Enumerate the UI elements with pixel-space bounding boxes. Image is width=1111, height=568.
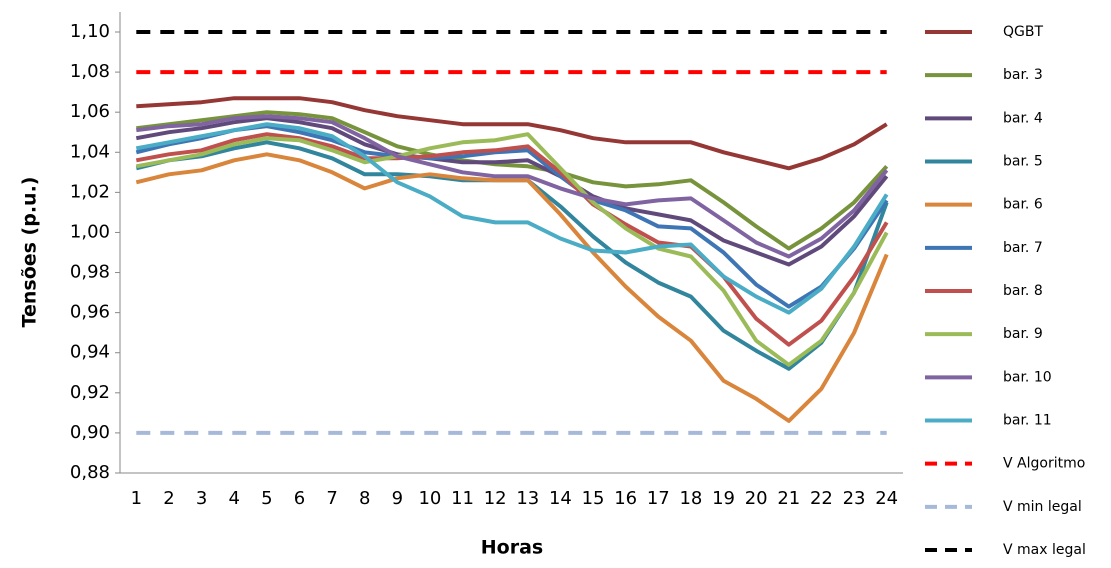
- series-line: [136, 110, 889, 251]
- series-line: [135, 122, 889, 315]
- y-tick-label: 1,00: [70, 221, 110, 242]
- x-tick-label: 3: [196, 488, 207, 509]
- x-tick-label: 9: [392, 488, 403, 509]
- x-tick-label: 23: [843, 488, 866, 509]
- y-axis-title: Tensões (p.u.): [19, 177, 41, 328]
- x-tick-label: 2: [163, 488, 174, 509]
- legend-label: QGBT: [1003, 24, 1043, 40]
- y-tick-label: 0,88: [70, 462, 110, 483]
- series-line: [135, 132, 889, 347]
- y-tick-label: 1,06: [70, 101, 110, 122]
- legend-label: V Algoritmo: [1003, 456, 1085, 472]
- x-tick-label: 11: [451, 488, 474, 509]
- legend-label: bar. 8: [1003, 283, 1043, 299]
- y-tick-label: 1,08: [70, 61, 110, 82]
- x-tick-label: 20: [745, 488, 768, 509]
- x-tick-label: 4: [228, 488, 239, 509]
- x-tick-label: 14: [549, 488, 572, 509]
- y-tick-label: 0,90: [70, 422, 110, 443]
- series-line: [135, 124, 889, 309]
- legend-label: bar. 3: [1003, 67, 1043, 83]
- legend-label: V min legal: [1003, 499, 1082, 515]
- x-tick-label: 22: [810, 488, 833, 509]
- legend-label: bar. 9: [1003, 326, 1043, 342]
- legend-label: bar. 4: [1003, 110, 1043, 126]
- series-line: [136, 114, 889, 259]
- series-line: [135, 116, 889, 267]
- x-tick-label: 18: [679, 488, 702, 509]
- x-tick-label: 5: [261, 488, 272, 509]
- legend-label: bar. 7: [1003, 240, 1043, 256]
- x-tick-label: 10: [418, 488, 441, 509]
- x-tick-label: 16: [614, 488, 637, 509]
- y-tick-label: 0,94: [70, 342, 110, 363]
- series-line: [136, 96, 888, 171]
- x-tick-label: 6: [294, 488, 305, 509]
- x-tick-label: 15: [582, 488, 605, 509]
- legend-label: V max legal: [1003, 542, 1086, 558]
- x-tick-label: 1: [131, 488, 142, 509]
- y-tick-label: 1,02: [70, 181, 110, 202]
- x-tick-label: 7: [326, 488, 337, 509]
- y-tick-label: 0,92: [70, 382, 110, 403]
- legend-label: bar. 5: [1003, 154, 1043, 170]
- legend-label: bar. 10: [1003, 369, 1052, 385]
- y-tick-label: 0,98: [70, 262, 110, 283]
- y-tick-label: 1,04: [70, 141, 110, 162]
- x-tick-label: 13: [516, 488, 539, 509]
- x-tick-label: 12: [484, 488, 507, 509]
- x-tick-label: 19: [712, 488, 735, 509]
- series-line: [135, 132, 889, 367]
- y-tick-label: 0,96: [70, 302, 110, 323]
- x-tick-label: 17: [647, 488, 670, 509]
- y-tick-label: 1,10: [70, 21, 110, 42]
- legend-label: bar. 6: [1003, 197, 1043, 213]
- x-axis-title: Horas: [481, 537, 543, 559]
- series-line: [135, 152, 889, 423]
- legend-label: bar. 11: [1003, 413, 1052, 429]
- x-tick-label: 8: [359, 488, 370, 509]
- x-tick-label: 24: [875, 488, 898, 509]
- x-tick-label: 21: [777, 488, 800, 509]
